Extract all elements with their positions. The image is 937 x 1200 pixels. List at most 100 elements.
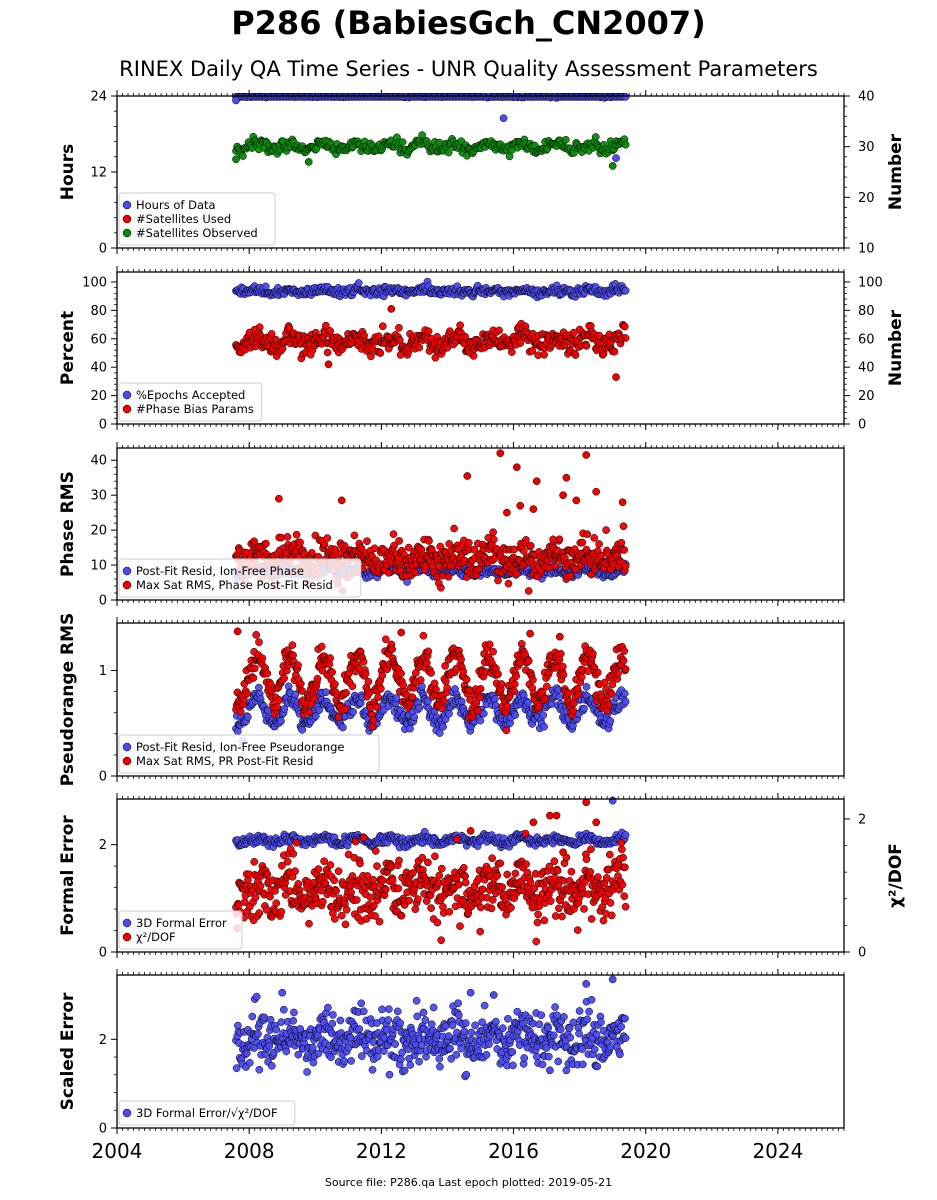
point-1 bbox=[406, 724, 414, 733]
point-2 bbox=[619, 656, 628, 665]
point-2 bbox=[367, 352, 375, 361]
point-2 bbox=[519, 547, 528, 555]
points-panel-2 bbox=[232, 277, 630, 381]
point-2 bbox=[243, 689, 251, 698]
point-2 bbox=[497, 680, 506, 688]
point-2 bbox=[602, 526, 610, 534]
y-right-tick-label: 20 bbox=[858, 389, 875, 404]
point-2 bbox=[326, 327, 335, 335]
point-2 bbox=[494, 576, 502, 585]
point-1-outlier bbox=[499, 114, 508, 123]
point-2 bbox=[288, 641, 297, 649]
legend-marker bbox=[122, 390, 132, 400]
point-2 bbox=[296, 679, 305, 688]
point-2 bbox=[621, 665, 630, 673]
legend-label: Post-Fit Resid, Ion-Free Pseudorange bbox=[136, 740, 344, 754]
point-2 bbox=[328, 668, 336, 677]
y-tick-label: 0 bbox=[99, 242, 107, 257]
point-2 bbox=[310, 694, 318, 703]
legend-marker bbox=[122, 214, 132, 224]
point-2 bbox=[604, 701, 613, 709]
point-2 bbox=[583, 530, 592, 539]
point-2 bbox=[614, 669, 622, 678]
point-2 bbox=[450, 524, 458, 533]
point-2 bbox=[250, 664, 259, 673]
y-tick-label: 20 bbox=[90, 389, 107, 404]
point-2 bbox=[395, 323, 403, 332]
point-2 bbox=[364, 677, 373, 686]
point-1 bbox=[410, 713, 419, 722]
point-2 bbox=[424, 647, 433, 656]
point-2 bbox=[512, 570, 521, 578]
point-2 bbox=[359, 657, 368, 666]
y-tick-label: 100 bbox=[82, 275, 107, 290]
point-3-outlier bbox=[304, 158, 313, 166]
point-2 bbox=[361, 669, 370, 678]
legend-label: #Phase Bias Params bbox=[136, 402, 254, 416]
point-2 bbox=[408, 693, 417, 702]
y-right-tick-label: 100 bbox=[858, 275, 883, 290]
y-axis-label: Pseudorange RMS bbox=[58, 613, 78, 787]
point-2 bbox=[334, 713, 343, 721]
legend-label: Max Sat RMS, PR Post-Fit Resid bbox=[136, 754, 313, 768]
point-2 bbox=[578, 538, 587, 547]
point-1 bbox=[621, 286, 630, 295]
point-2 bbox=[464, 538, 473, 547]
y-right-tick-label: 30 bbox=[858, 140, 875, 155]
point-2 bbox=[296, 538, 304, 547]
point-2 bbox=[323, 534, 332, 542]
point-2 bbox=[292, 530, 301, 539]
point-2 bbox=[456, 321, 464, 330]
point-2-outlier bbox=[463, 472, 472, 480]
point-2 bbox=[524, 587, 533, 595]
legend-marker bbox=[122, 404, 132, 414]
point-2 bbox=[590, 534, 599, 542]
point-2 bbox=[485, 640, 494, 649]
point-2-outlier bbox=[555, 632, 564, 641]
point-2 bbox=[376, 349, 385, 357]
point-2 bbox=[411, 568, 419, 577]
point-2 bbox=[569, 706, 578, 715]
point-2-outlier bbox=[572, 496, 581, 505]
point-2 bbox=[620, 322, 629, 331]
point-2 bbox=[378, 671, 387, 680]
point-2 bbox=[369, 716, 378, 724]
point-2 bbox=[607, 690, 616, 698]
y-right-tick-label: 80 bbox=[858, 304, 875, 319]
point-1 bbox=[435, 729, 444, 737]
point-1 bbox=[620, 689, 629, 698]
point-2-outlier bbox=[559, 491, 567, 500]
point-2-outlier bbox=[516, 501, 525, 510]
point-2 bbox=[588, 649, 597, 658]
point-2-outlier bbox=[233, 627, 242, 636]
point-2 bbox=[570, 699, 578, 708]
point-2 bbox=[621, 562, 630, 570]
point-2 bbox=[512, 672, 520, 681]
point-2 bbox=[255, 323, 264, 332]
point-2 bbox=[540, 350, 548, 359]
point-3-outlier bbox=[608, 162, 617, 170]
point-2-outlier bbox=[532, 477, 541, 486]
point-2 bbox=[419, 631, 428, 640]
legend: Post-Fit Resid, Ion-Free PseudorangeMax … bbox=[118, 734, 380, 774]
point-1 bbox=[354, 279, 363, 287]
point-2 bbox=[571, 351, 580, 359]
point-1-outlier bbox=[232, 96, 240, 105]
point-2 bbox=[526, 541, 535, 550]
point-2 bbox=[317, 642, 326, 651]
point-2 bbox=[275, 696, 284, 704]
point-2 bbox=[617, 538, 626, 547]
y-right-axis-label: Number bbox=[886, 309, 906, 386]
point-2 bbox=[503, 702, 511, 711]
point-1 bbox=[315, 706, 323, 714]
point-3 bbox=[591, 133, 600, 141]
points-panel-1 bbox=[232, 92, 630, 170]
point-2 bbox=[331, 680, 339, 689]
point-2 bbox=[320, 540, 329, 549]
point-1 bbox=[606, 717, 615, 725]
point-1 bbox=[339, 723, 347, 732]
point-2-outlier bbox=[496, 449, 505, 458]
point-1 bbox=[445, 709, 453, 718]
